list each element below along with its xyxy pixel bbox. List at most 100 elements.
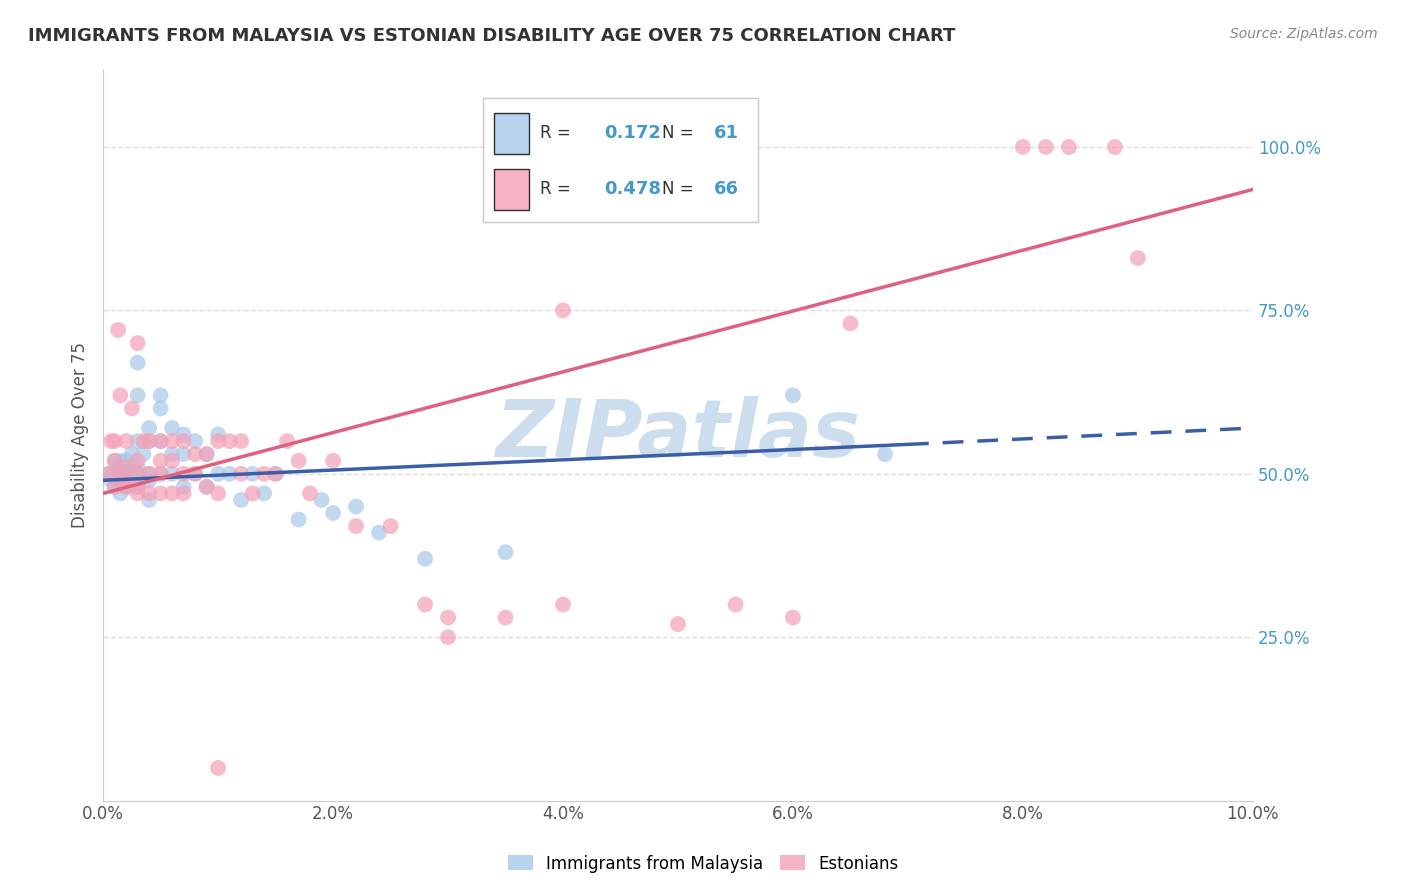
Point bbox=[229, 492, 252, 507]
Point bbox=[207, 434, 229, 449]
Legend: Immigrants from Malaysia, Estonians: Immigrants from Malaysia, Estonians bbox=[501, 848, 905, 880]
Point bbox=[207, 427, 229, 442]
Point bbox=[138, 421, 160, 435]
Point bbox=[229, 467, 252, 481]
Point bbox=[207, 486, 229, 500]
Point bbox=[115, 460, 138, 475]
Point bbox=[132, 447, 155, 461]
Point bbox=[666, 617, 689, 632]
Point bbox=[782, 388, 804, 402]
Point bbox=[195, 447, 218, 461]
Point bbox=[149, 467, 172, 481]
Point bbox=[160, 421, 183, 435]
Point bbox=[149, 401, 172, 416]
Point bbox=[138, 492, 160, 507]
Point bbox=[127, 486, 149, 500]
Point bbox=[115, 473, 138, 487]
Point bbox=[1126, 251, 1149, 265]
Point bbox=[121, 460, 143, 475]
Point bbox=[218, 434, 240, 449]
Point bbox=[127, 467, 149, 481]
Point bbox=[138, 434, 160, 449]
Point bbox=[380, 519, 402, 533]
Point bbox=[1104, 140, 1126, 154]
Point bbox=[253, 486, 276, 500]
Point bbox=[160, 467, 183, 481]
Point bbox=[127, 388, 149, 402]
Point bbox=[115, 467, 138, 481]
Point bbox=[127, 434, 149, 449]
Point bbox=[110, 467, 132, 481]
Point bbox=[104, 467, 127, 481]
Point bbox=[1012, 140, 1035, 154]
Point bbox=[149, 467, 172, 481]
Point bbox=[110, 388, 132, 402]
Point bbox=[242, 467, 264, 481]
Point bbox=[195, 480, 218, 494]
Point bbox=[287, 453, 309, 467]
Point bbox=[184, 434, 207, 449]
Point bbox=[100, 473, 122, 487]
Point bbox=[138, 434, 160, 449]
Text: Source: ZipAtlas.com: Source: ZipAtlas.com bbox=[1230, 27, 1378, 41]
Point bbox=[110, 453, 132, 467]
Point bbox=[121, 447, 143, 461]
Point bbox=[344, 500, 367, 514]
Point bbox=[873, 447, 896, 461]
Point bbox=[115, 460, 138, 475]
Point bbox=[115, 480, 138, 494]
Point bbox=[127, 480, 149, 494]
Point bbox=[782, 610, 804, 624]
Point bbox=[551, 303, 574, 318]
Point bbox=[1057, 140, 1080, 154]
Point bbox=[110, 467, 132, 481]
Point bbox=[413, 551, 436, 566]
Point bbox=[276, 434, 298, 449]
Point bbox=[839, 317, 862, 331]
Point bbox=[173, 480, 195, 494]
Point bbox=[132, 434, 155, 449]
Point bbox=[195, 480, 218, 494]
Point bbox=[242, 486, 264, 500]
Point bbox=[368, 525, 391, 540]
Point bbox=[184, 447, 207, 461]
Y-axis label: Disability Age Over 75: Disability Age Over 75 bbox=[72, 342, 89, 527]
Point bbox=[104, 453, 127, 467]
Point bbox=[160, 447, 183, 461]
Point bbox=[138, 486, 160, 500]
Point bbox=[110, 486, 132, 500]
Point bbox=[437, 610, 460, 624]
Point bbox=[184, 467, 207, 481]
Point bbox=[104, 480, 127, 494]
Point bbox=[229, 434, 252, 449]
Point bbox=[207, 467, 229, 481]
Point bbox=[299, 486, 322, 500]
Point bbox=[97, 467, 120, 481]
Point bbox=[121, 401, 143, 416]
Point bbox=[149, 434, 172, 449]
Point bbox=[184, 467, 207, 481]
Point bbox=[311, 492, 333, 507]
Point bbox=[149, 486, 172, 500]
Point bbox=[264, 467, 287, 481]
Point bbox=[100, 434, 122, 449]
Point bbox=[127, 356, 149, 370]
Point bbox=[218, 467, 240, 481]
Point bbox=[127, 460, 149, 475]
Text: ZIPatlas: ZIPatlas bbox=[495, 395, 860, 474]
Point bbox=[115, 453, 138, 467]
Point bbox=[127, 453, 149, 467]
Point bbox=[253, 467, 276, 481]
Point bbox=[115, 480, 138, 494]
Point bbox=[138, 467, 160, 481]
Point bbox=[724, 598, 747, 612]
Point bbox=[160, 453, 183, 467]
Point bbox=[344, 519, 367, 533]
Point bbox=[104, 434, 127, 449]
Point bbox=[115, 480, 138, 494]
Point bbox=[138, 467, 160, 481]
Text: IMMIGRANTS FROM MALAYSIA VS ESTONIAN DISABILITY AGE OVER 75 CORRELATION CHART: IMMIGRANTS FROM MALAYSIA VS ESTONIAN DIS… bbox=[28, 27, 956, 45]
Point bbox=[173, 447, 195, 461]
Point bbox=[287, 512, 309, 526]
Point bbox=[104, 480, 127, 494]
